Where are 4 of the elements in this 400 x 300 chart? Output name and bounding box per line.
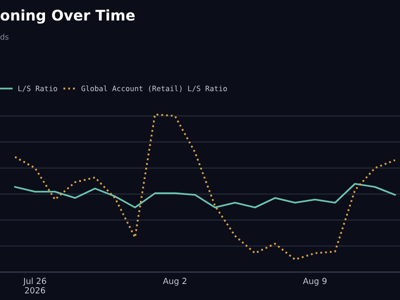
x-tick-label: Jul 26 2026 [22,278,46,294]
x-tick-label: Aug 2 [162,278,186,286]
x-tick-label: Aug 9 [302,278,327,286]
chart-title: oning Over Time [0,9,135,24]
